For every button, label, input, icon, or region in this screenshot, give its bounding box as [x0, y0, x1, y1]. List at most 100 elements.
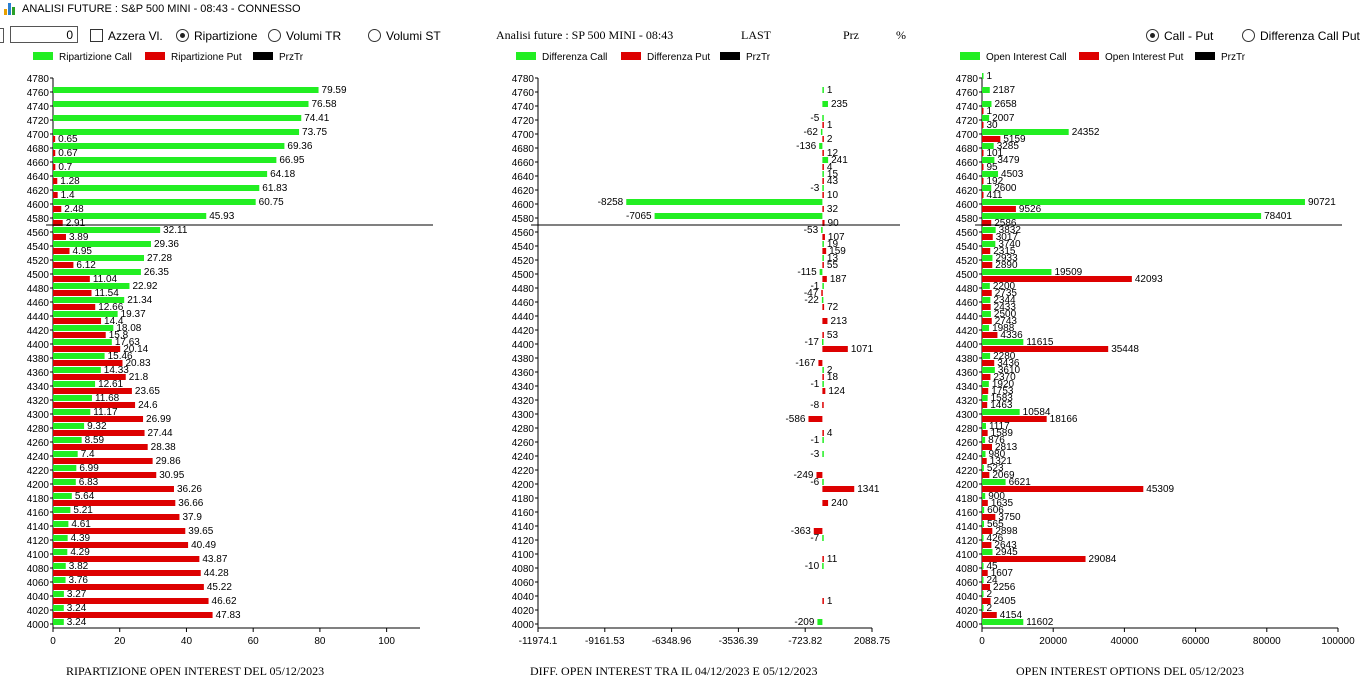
call-bar	[53, 255, 145, 261]
put-bar	[982, 332, 998, 338]
call-bar	[822, 101, 828, 107]
radio-volumi-st[interactable]: Volumi ST	[368, 28, 441, 44]
x-tick-label: 80000	[1253, 636, 1281, 647]
put-bar	[818, 360, 823, 366]
y-tick-label: 4340	[27, 382, 50, 393]
put-value-label: 4	[827, 428, 833, 439]
put-bar	[53, 500, 176, 506]
call-value-label: 3740	[998, 239, 1021, 250]
call-value-label: 6.99	[79, 463, 99, 474]
checkbox-icon	[90, 29, 103, 42]
put-bar	[816, 472, 823, 478]
y-tick-label: 4700	[956, 130, 979, 141]
put-value-label: 4	[827, 162, 833, 173]
y-tick-label: 4400	[27, 340, 50, 351]
call-bar	[822, 171, 824, 177]
y-tick-label: 4040	[27, 592, 50, 603]
put-value-label: 43.87	[202, 554, 227, 565]
put-value-label: 39.65	[188, 526, 213, 537]
call-bar	[53, 185, 260, 191]
put-bar	[822, 206, 824, 212]
radio-call-put[interactable]: Call - Put	[1146, 28, 1213, 44]
put-value-label: 2	[827, 134, 833, 145]
put-bar	[53, 304, 96, 310]
put-value-label: 2643	[994, 540, 1017, 551]
call-bar	[53, 115, 302, 121]
y-tick-label: 4620	[512, 186, 535, 197]
call-bar	[982, 199, 1305, 205]
call-value-label: 21.34	[127, 295, 152, 306]
call-bar	[982, 423, 986, 429]
put-bar	[822, 262, 824, 268]
y-tick-label: 4740	[27, 102, 50, 113]
call-value-label: 876	[988, 435, 1005, 446]
put-bar	[982, 248, 991, 254]
call-bar	[982, 437, 986, 443]
put-bar	[982, 290, 992, 296]
x-tick-label: 20000	[1039, 636, 1067, 647]
edge-control[interactable]	[0, 28, 4, 43]
put-value-label: 2.48	[64, 204, 84, 215]
call-bar	[53, 563, 66, 569]
y-tick-label: 4640	[27, 172, 50, 183]
call-value-label: 3832	[999, 225, 1022, 236]
y-tick-label: 4760	[956, 88, 979, 99]
put-bar	[982, 598, 991, 604]
call-value-label: 1	[827, 85, 833, 96]
x-tick-label: 0	[979, 636, 985, 647]
y-tick-label: 4080	[27, 564, 50, 575]
call-value-label: 3.24	[67, 603, 87, 614]
x-tick-label: 20	[114, 636, 126, 647]
call-bar	[53, 157, 277, 163]
call-bar	[822, 367, 824, 373]
call-bar	[982, 157, 995, 163]
call-value-label: 66.95	[279, 155, 304, 166]
call-bar	[982, 577, 984, 583]
put-value-label: -249	[793, 470, 813, 481]
number-input[interactable]: 0	[10, 26, 78, 43]
call-bar	[53, 409, 91, 415]
put-value-label: 1589	[991, 428, 1014, 439]
azzera-label: Azzera Vl.	[108, 29, 163, 43]
call-bar	[53, 605, 64, 611]
put-value-label: 28.38	[151, 442, 176, 453]
y-tick-label: 4500	[512, 270, 535, 281]
put-bar	[982, 500, 988, 506]
y-tick-label: 4400	[512, 340, 535, 351]
radio-ripartizione[interactable]: Ripartizione	[176, 28, 257, 44]
call-bar	[53, 283, 130, 289]
y-tick-label: 4720	[512, 116, 535, 127]
put-bar	[53, 556, 200, 562]
put-value-label: 101	[987, 148, 1004, 159]
call-value-label: 90721	[1308, 197, 1336, 208]
put-value-label: 42093	[1135, 274, 1163, 285]
y-tick-label: 4200	[956, 480, 979, 491]
put-value-label: 36.26	[177, 484, 202, 495]
put-bar	[982, 542, 992, 548]
call-bar	[53, 353, 105, 359]
call-bar	[822, 283, 824, 289]
put-bar	[982, 528, 993, 534]
y-tick-label: 4480	[512, 284, 535, 295]
radio-volumi-tr[interactable]: Volumi TR	[268, 28, 341, 44]
y-tick-label: 4720	[27, 116, 50, 127]
call-value-label: -17	[805, 337, 820, 348]
call-bar	[53, 297, 125, 303]
call-value-label: 60.75	[259, 197, 284, 208]
y-tick-label: 4740	[956, 102, 979, 113]
call-value-label: 2945	[995, 547, 1018, 558]
put-value-label: -363	[791, 526, 811, 537]
azzera-checkbox[interactable]: Azzera Vl.	[90, 28, 163, 44]
y-tick-label: 4280	[512, 424, 535, 435]
legend-swatch	[516, 52, 536, 60]
y-tick-label: 4560	[956, 228, 979, 239]
call-value-label: 241	[831, 155, 848, 166]
put-value-label: -8	[810, 400, 819, 411]
put-value-label: 2256	[993, 582, 1016, 593]
y-tick-label: 4780	[512, 74, 535, 85]
put-value-label: 21.8	[129, 372, 149, 383]
call-value-label: 32.11	[163, 225, 188, 236]
radio-differenza-call-put[interactable]: Differenza Call Put	[1242, 28, 1360, 44]
put-value-label: 411	[987, 190, 1003, 201]
x-tick-label: 60000	[1182, 636, 1210, 647]
